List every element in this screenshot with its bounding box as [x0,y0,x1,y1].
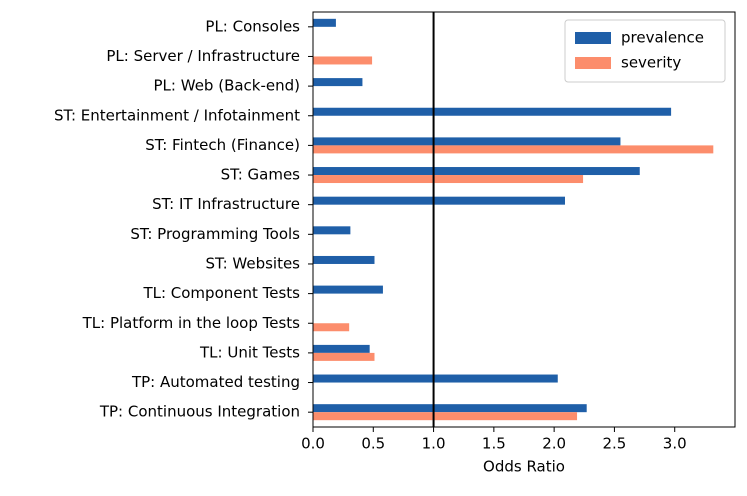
x-tick-label: 1.0 [422,435,446,453]
y-tick-label: ST: IT Infrastructure [152,195,300,213]
bar [313,18,336,27]
y-tick-label: TL: Component Tests [142,284,300,302]
legend-swatch [575,57,611,69]
x-tick-label: 2.0 [542,435,566,453]
x-tick-label: 3.0 [663,435,687,453]
y-tick-label: TL: Unit Tests [199,343,300,361]
y-tick-label: ST: Programming Tools [130,225,300,243]
x-tick-label: 1.5 [482,435,506,453]
y-tick-label: ST: Websites [206,254,301,272]
bar [313,374,558,383]
x-tick-label: 0.5 [361,435,385,453]
bar [313,56,373,65]
y-tick-label: ST: Entertainment / Infotainment [54,106,300,124]
bar [313,145,714,154]
bar [313,285,383,294]
bar [313,137,621,146]
y-tick-label: PL: Web (Back-end) [154,77,300,95]
x-tick-label: 0.0 [301,435,325,453]
bar [313,323,350,332]
bar [313,255,375,264]
bar [313,344,370,353]
y-tick-label: PL: Server / Infrastructure [106,47,300,65]
legend-swatch [575,32,611,44]
bar [313,226,351,235]
plot-frame [312,11,736,428]
bar [313,196,565,205]
y-tick-label: ST: Fintech (Finance) [145,136,300,154]
bar [313,412,578,421]
y-tick-label: TL: Platform in the loop Tests [82,314,301,332]
legend-label: severity [621,54,681,72]
bar [313,404,587,413]
bar [313,352,375,361]
x-tick-label: 2.5 [602,435,626,453]
bar [313,107,672,116]
y-tick-label: ST: Games [221,166,301,184]
legend-label: prevalence [621,29,704,47]
x-axis-label: Odds Ratio [483,458,565,476]
bar [313,167,640,176]
y-tick-label: TP: Continuous Integration [99,403,300,421]
y-tick-label: PL: Consoles [205,17,300,35]
y-tick-label: TP: Automated testing [131,373,300,391]
bar [313,175,584,184]
bar [313,78,363,87]
